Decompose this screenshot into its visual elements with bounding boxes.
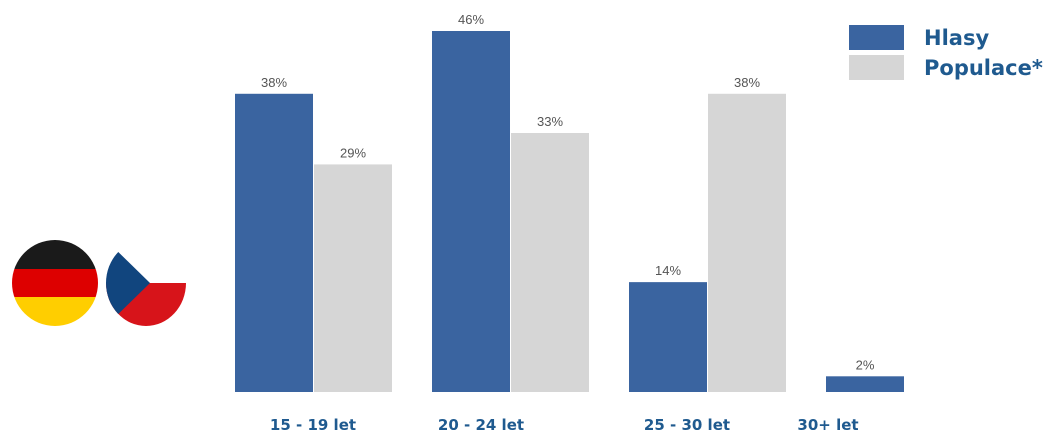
category-label-2: 25 - 30 let [644,416,730,433]
flag-stripe-red [12,269,98,297]
category-label-1: 20 - 24 let [438,416,524,433]
bar-populace-0 [314,164,392,392]
flag-triangle-blue [106,240,150,326]
legend-label-populace: Populace* [924,55,1043,80]
data-label-hlasy-0: 38% [261,75,287,90]
data-label-hlasy-1: 46% [458,12,484,27]
legend-swatch-hlasy [849,25,904,50]
czech-flag-icon [106,240,186,326]
data-label-populace-2: 38% [734,75,760,90]
legend-label-hlasy: Hlasy [924,25,990,50]
germany-flag-icon [12,240,98,326]
category-label-3: 30+ let [797,416,858,433]
legend: Hlasy Populace* [849,25,1043,80]
bar-hlasy-1 [432,31,510,392]
data-label-populace-0: 29% [340,145,366,160]
legend-item-populace: Populace* [849,55,1043,80]
legend-swatch-populace [849,55,904,80]
bar-populace-2 [708,93,786,393]
bar-hlasy-3 [826,376,904,392]
data-label-hlasy-3: 2% [856,357,875,372]
category-label-0: 15 - 19 let [270,416,356,433]
bar-populace-1 [511,133,589,393]
data-label-hlasy-2: 14% [655,263,681,278]
data-label-populace-1: 33% [537,114,563,129]
legend-item-hlasy: Hlasy [849,25,1043,50]
bar-hlasy-2 [629,282,707,392]
bar-hlasy-0 [235,93,313,393]
